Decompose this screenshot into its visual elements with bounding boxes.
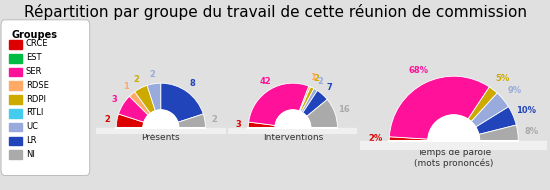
Text: Interventions: Interventions (263, 133, 323, 142)
Text: RDPI: RDPI (26, 95, 46, 104)
Text: 16: 16 (338, 105, 350, 114)
Text: 9%: 9% (507, 86, 521, 95)
Text: Répartition par groupe du travail de cette réunion de commission: Répartition par groupe du travail de cet… (24, 4, 526, 20)
Wedge shape (118, 96, 148, 122)
Text: RDSE: RDSE (26, 81, 48, 90)
Bar (9, 123, 21, 131)
Wedge shape (178, 114, 206, 128)
Wedge shape (135, 85, 155, 113)
Text: 2: 2 (150, 70, 155, 79)
Bar (9, 40, 21, 49)
Text: 5%: 5% (495, 74, 509, 83)
Bar (360, 141, 547, 150)
Text: Présents: Présents (141, 133, 180, 142)
Circle shape (428, 115, 480, 166)
Text: 7: 7 (326, 83, 332, 92)
Text: 2: 2 (104, 115, 110, 124)
Wedge shape (307, 99, 338, 128)
Wedge shape (471, 93, 509, 127)
Wedge shape (129, 92, 150, 115)
Bar (9, 150, 21, 159)
Bar (9, 109, 21, 118)
Text: Temps de parole
(mots prononcés): Temps de parole (mots prononcés) (414, 148, 493, 169)
Circle shape (275, 110, 311, 146)
Bar (9, 82, 21, 90)
Wedge shape (476, 107, 516, 134)
Wedge shape (301, 89, 317, 113)
Wedge shape (478, 125, 518, 141)
Text: 10%: 10% (516, 106, 536, 115)
Text: 3: 3 (236, 120, 241, 129)
Text: RTLI: RTLI (26, 108, 43, 117)
Text: 68%: 68% (409, 66, 428, 75)
Text: 2: 2 (318, 77, 323, 86)
FancyBboxPatch shape (1, 20, 90, 175)
Wedge shape (389, 76, 490, 139)
Text: 3: 3 (112, 95, 117, 104)
Wedge shape (299, 86, 311, 111)
Bar (9, 68, 21, 76)
Wedge shape (302, 90, 327, 116)
Text: 2: 2 (314, 74, 320, 83)
Text: 8: 8 (190, 79, 196, 88)
Wedge shape (389, 137, 428, 141)
Text: LR: LR (26, 136, 36, 145)
Text: 2: 2 (212, 115, 217, 124)
Wedge shape (116, 114, 144, 128)
Text: NI: NI (26, 150, 35, 159)
Text: 1: 1 (311, 73, 316, 82)
Text: UC: UC (26, 122, 38, 131)
Text: 1: 1 (123, 82, 129, 91)
Wedge shape (161, 83, 204, 122)
Text: 42: 42 (259, 77, 271, 86)
Text: 8%: 8% (525, 127, 539, 135)
Wedge shape (248, 122, 275, 128)
Text: Groupes: Groupes (11, 30, 57, 40)
Bar (96, 128, 226, 135)
Bar (9, 137, 21, 145)
Text: 2%: 2% (368, 134, 382, 143)
Text: 2: 2 (133, 75, 139, 84)
Wedge shape (300, 87, 314, 112)
Circle shape (143, 110, 179, 146)
Wedge shape (468, 87, 497, 122)
Wedge shape (147, 83, 161, 111)
Text: EST: EST (26, 53, 41, 62)
Bar (9, 95, 21, 104)
Bar (9, 54, 21, 63)
Bar (228, 128, 358, 135)
Wedge shape (249, 83, 309, 125)
Text: CRCE: CRCE (26, 40, 48, 48)
Text: SER: SER (26, 67, 42, 76)
